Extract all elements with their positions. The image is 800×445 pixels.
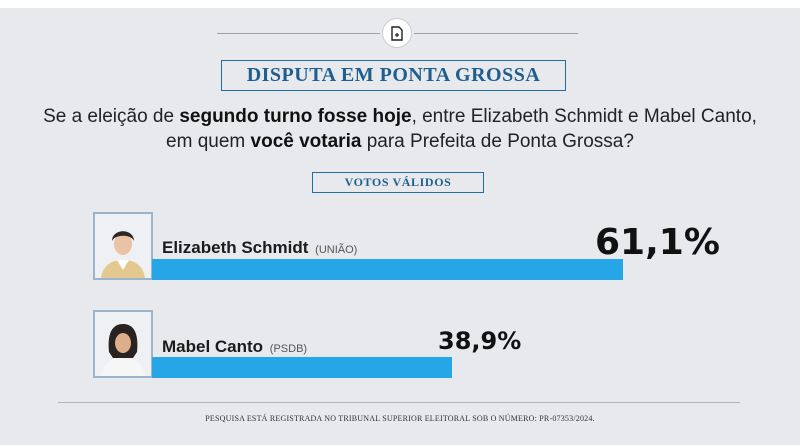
question-text-3: para Prefeita de Ponta Grossa? [361,131,634,152]
bottom-divider [58,402,740,403]
question-text-2: , entre Elizabeth Schmidt e Mabel Canto,… [166,106,757,152]
question-bold-1: segundo turno fosse hoje [179,106,412,127]
subhead-box: VOTOS VÁLIDOS [312,172,484,193]
bar-elizabeth [152,259,623,280]
candidate-name-elizabeth: Elizabeth Schmidt (UNIÃO) [162,238,357,258]
value-label-mabel: 38,9% [438,327,522,355]
value-label-elizabeth: 61,1% [595,222,720,263]
bar-mabel [152,357,452,378]
subhead: VOTOS VÁLIDOS [344,175,452,189]
headline-box: DISPUTA EM PONTA GROSSA [221,60,566,91]
headline: DISPUTA EM PONTA GROSSA [246,64,541,86]
poll-question: Se a eleição de segundo turno fosse hoje… [40,104,760,154]
document-icon [382,18,412,48]
candidate-name-mabel: Mabel Canto (PSDB) [162,337,307,357]
top-divider-right [414,33,578,34]
candidate-label-elizabeth: Elizabeth Schmidt [162,238,309,257]
footnote: PESQUISA ESTÁ REGISTRADA NO TRIBUNAL SUP… [205,414,595,423]
question-bold-2: você votaria [250,131,362,152]
candidate-photo-mabel [93,310,153,378]
candidate-label-mabel: Mabel Canto [162,337,264,356]
top-divider-left [217,33,380,34]
party-label-psdb: (PSDB) [269,343,308,355]
candidate-photo-elizabeth [93,212,153,280]
question-text-1: Se a eleição de [43,106,180,127]
party-label-uniao: (UNIÃO) [315,244,358,256]
